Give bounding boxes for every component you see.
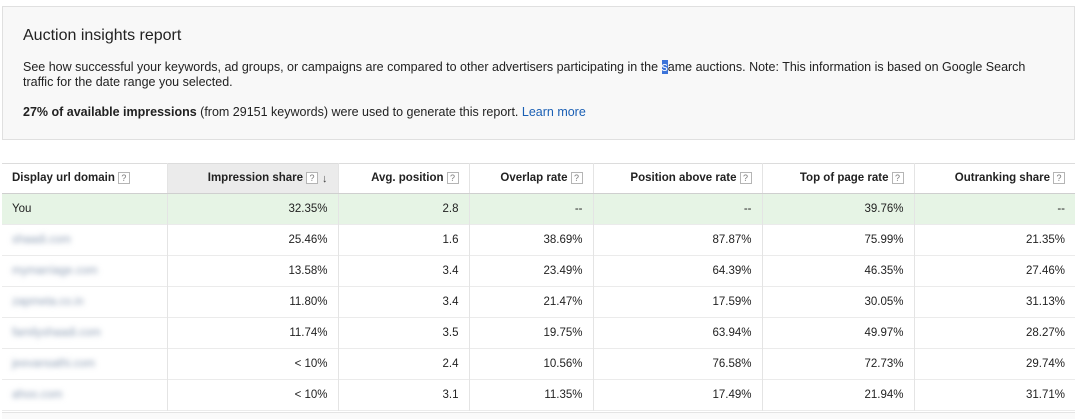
sort-descending-icon: ↓ xyxy=(322,172,328,185)
blurred-domain: ahoo.com xyxy=(12,389,63,401)
table-header-row: Display url domain? Impression share? ↓ A… xyxy=(2,163,1075,194)
position-above-rate-cell: 17.59% xyxy=(593,286,763,318)
position-above-rate-cell: 64.39% xyxy=(593,255,763,287)
overlap-rate-cell: 38.69% xyxy=(469,224,594,256)
impression-share-cell: 32.35% xyxy=(167,193,339,225)
position-above-rate-cell: 63.94% xyxy=(593,317,763,349)
help-icon[interactable]: ? xyxy=(306,172,318,185)
impressions-percent: 27% of available impressions xyxy=(23,105,197,119)
help-icon[interactable]: ? xyxy=(891,172,904,185)
position-above-rate-cell: 87.87% xyxy=(593,224,763,256)
position-above-rate-cell: 76.58% xyxy=(593,348,763,380)
table-row: ahoo.com < 10% 3.1 11.35% 17.49% 21.94% … xyxy=(2,379,1075,411)
help-icon[interactable]: ? xyxy=(446,172,459,185)
table-row: jeevansathi.com < 10% 2.4 10.56% 76.58% … xyxy=(2,348,1075,380)
domain-cell: ahoo.com xyxy=(2,379,168,411)
domain-cell: You xyxy=(2,193,168,225)
blurred-domain: zapmeta.co.in xyxy=(12,296,84,308)
report-info-panel: Auction insights report See how successf… xyxy=(2,6,1075,140)
blurred-domain: familyshaadi.com xyxy=(12,327,101,339)
blurred-domain: shaadi.com xyxy=(12,234,71,246)
auction-insights-table: Display url domain? Impression share? ↓ A… xyxy=(2,163,1075,411)
top-of-page-rate-cell: 75.99% xyxy=(762,224,915,256)
outranking-share-cell: 28.27% xyxy=(1025,327,1065,339)
description-text-start: See how successful your keywords, ad gro… xyxy=(23,60,662,74)
description-text-end: ame auctions. Note: This information is … xyxy=(23,60,1026,89)
overlap-rate-cell: 21.47% xyxy=(469,286,594,318)
domain-cell: zapmeta.co.in xyxy=(2,286,168,318)
blurred-domain: jeevansathi.com xyxy=(12,358,96,370)
outranking-share-cell: 31.13% xyxy=(1025,296,1065,308)
impression-share-cell: 25.46% xyxy=(167,224,339,256)
table-row: familyshaadi.com 11.74% 3.5 19.75% 63.94… xyxy=(2,317,1075,349)
avg-position-cell: 3.4 xyxy=(338,255,470,287)
report-description: See how successful your keywords, ad gro… xyxy=(23,60,1053,90)
top-of-page-rate-cell: 30.05% xyxy=(762,286,915,318)
top-of-page-rate-cell: 21.94% xyxy=(762,379,915,411)
help-icon[interactable]: ? xyxy=(570,172,583,185)
learn-more-link[interactable]: Learn more xyxy=(521,105,586,119)
overlap-rate-cell: 11.35% xyxy=(469,379,594,411)
table-row: mymarriage.com 13.58% 3.4 23.49% 64.39% … xyxy=(2,255,1075,287)
table-row: zapmeta.co.in 11.80% 3.4 21.47% 17.59% 3… xyxy=(2,286,1075,318)
impression-share-cell: < 10% xyxy=(167,348,339,380)
position-above-rate-cell: -- xyxy=(593,193,763,225)
top-of-page-rate-cell: 72.73% xyxy=(762,348,915,380)
impressions-summary: 27% of available impressions (from 29151… xyxy=(23,105,586,119)
outranking-share-cell: -- xyxy=(914,193,1075,225)
overlap-rate-cell: -- xyxy=(469,193,594,225)
top-of-page-rate-cell: 49.97% xyxy=(762,317,915,349)
top-of-page-rate-cell: 39.76% xyxy=(762,193,915,225)
position-above-rate-cell: 17.49% xyxy=(593,379,763,411)
impression-share-cell: 11.74% xyxy=(167,317,339,349)
avg-position-cell: 3.4 xyxy=(338,286,470,318)
domain-cell: mymarriage.com xyxy=(2,255,168,287)
top-of-page-rate-cell: 46.35% xyxy=(762,255,915,287)
help-icon[interactable]: ? xyxy=(117,172,130,185)
overlap-rate-cell: 10.56% xyxy=(469,348,594,380)
avg-position-cell: 2.4 xyxy=(338,348,470,380)
avg-position-cell: 1.6 xyxy=(338,224,470,256)
domain-cell: shaadi.com xyxy=(2,224,168,256)
impression-share-cell: < 10% xyxy=(167,379,339,411)
avg-position-cell: 2.8 xyxy=(338,193,470,225)
avg-position-cell: 3.5 xyxy=(338,317,470,349)
impression-share-cell: 11.80% xyxy=(167,286,339,318)
outranking-share-cell: 21.35% xyxy=(1025,234,1065,246)
col-header-impression-share[interactable]: Impression share? ↓ xyxy=(167,163,339,194)
overlap-rate-cell: 19.75% xyxy=(469,317,594,349)
col-header-top-of-page-rate[interactable]: Top of page rate? xyxy=(762,163,915,194)
table-footer-edge xyxy=(2,412,1075,419)
impressions-detail: (from 29151 keywords) were used to gener… xyxy=(196,105,522,119)
overlap-rate-cell: 23.49% xyxy=(469,255,594,287)
table-row-you: You 32.35% 2.8 -- -- 39.76% -- xyxy=(2,193,1075,225)
report-title: Auction insights report xyxy=(23,27,182,44)
avg-position-cell: 3.1 xyxy=(338,379,470,411)
blurred-domain: mymarriage.com xyxy=(12,265,98,277)
col-header-outranking-share[interactable]: Outranking share? xyxy=(914,163,1075,194)
col-header-overlap-rate[interactable]: Overlap rate? xyxy=(469,163,594,194)
col-header-display-url-domain[interactable]: Display url domain? xyxy=(2,163,168,194)
domain-cell: jeevansathi.com xyxy=(2,348,168,380)
col-header-position-above-rate[interactable]: Position above rate? xyxy=(593,163,763,194)
outranking-share-cell: 27.46% xyxy=(1025,265,1065,277)
help-icon[interactable]: ? xyxy=(739,172,752,185)
impression-share-cell: 13.58% xyxy=(167,255,339,287)
domain-cell: familyshaadi.com xyxy=(2,317,168,349)
col-header-avg-position[interactable]: Avg. position? xyxy=(338,163,470,194)
selected-text: s xyxy=(661,60,668,74)
help-icon[interactable]: ? xyxy=(1053,172,1065,185)
outranking-share-cell: 31.71% xyxy=(1025,389,1065,401)
outranking-share-cell: 29.74% xyxy=(1025,358,1065,370)
table-row: shaadi.com 25.46% 1.6 38.69% 87.87% 75.9… xyxy=(2,224,1075,256)
